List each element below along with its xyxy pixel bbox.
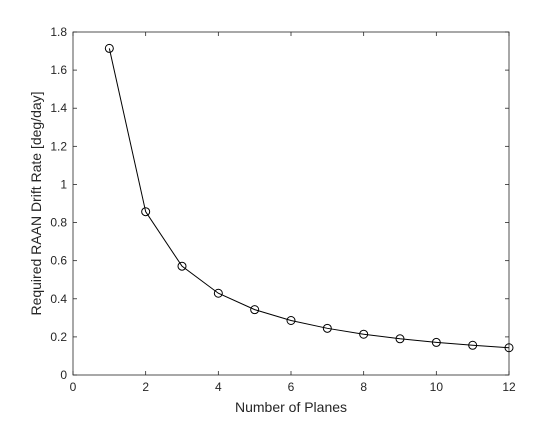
data-point: [395, 334, 405, 344]
data-point: [468, 340, 478, 350]
y-axis-label: Required RAAN Drift Rate [deg/day]: [28, 91, 44, 315]
x-tick-label: 6: [288, 380, 295, 394]
data-point: [359, 329, 369, 339]
data-point: [177, 261, 187, 271]
y-tick-label: 0.8: [50, 216, 67, 230]
x-tick-label: 8: [360, 380, 367, 394]
data-point: [250, 305, 260, 315]
x-axis-ticks: 0 2 4 6 8 10 12: [70, 32, 516, 394]
data-point: [322, 323, 332, 333]
data-point: [286, 316, 296, 326]
y-tick-label: 0.4: [50, 292, 67, 306]
data-point: [504, 343, 514, 353]
series-line: [108, 48, 510, 349]
x-tick-label: 2: [142, 380, 149, 394]
y-tick-label: 1.8: [50, 25, 67, 39]
y-tick-label: 0.2: [50, 330, 67, 344]
data-point: [141, 207, 151, 217]
x-tick-label: 0: [70, 380, 77, 394]
data-point: [213, 288, 223, 298]
y-tick-label: 1.6: [50, 63, 67, 77]
y-tick-label: 1.4: [50, 101, 67, 115]
y-tick-label: 0.6: [50, 254, 67, 268]
data-point: [431, 337, 441, 347]
y-tick-label: 1: [60, 177, 67, 191]
data-point: [104, 43, 114, 53]
y-axis-ticks: 0 0.2 0.4 0.6 0.8 1 1.2 1.4 1.6 1.8: [50, 25, 509, 382]
x-axis-label: Number of Planes: [235, 399, 347, 415]
plot-area: [72, 31, 510, 376]
y-tick-label: 1.2: [50, 139, 67, 153]
x-tick-label: 10: [430, 380, 444, 394]
series-layer: [104, 43, 514, 353]
y-tick-label: 0: [60, 368, 67, 382]
x-tick-label: 4: [215, 380, 222, 394]
x-tick-label: 12: [502, 380, 516, 394]
